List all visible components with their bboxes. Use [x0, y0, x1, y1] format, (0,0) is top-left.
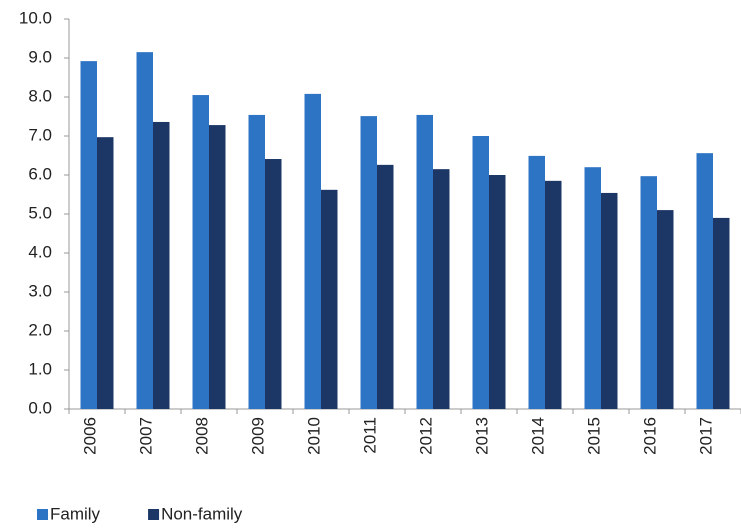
- bar: [360, 116, 377, 410]
- x-tick-label: 2006: [80, 417, 99, 455]
- x-tick-label: 2016: [640, 417, 659, 455]
- legend-swatch: [37, 509, 48, 520]
- y-tick-label: 1.0: [28, 359, 52, 378]
- y-tick-label: 10.0: [19, 8, 52, 27]
- bar: [248, 114, 265, 409]
- y-tick-label: 7.0: [28, 125, 52, 144]
- y-tick-label: 8.0: [28, 86, 52, 105]
- y-tick-label: 2.0: [28, 320, 52, 339]
- y-tick-label: 9.0: [28, 47, 52, 66]
- x-tick-label: 2014: [528, 417, 547, 455]
- bar: [472, 136, 489, 409]
- bar: [657, 210, 674, 409]
- x-tick-label: 2010: [304, 417, 323, 455]
- bar: [377, 164, 394, 409]
- x-tick-label: 2008: [192, 417, 211, 455]
- bar: [192, 95, 209, 410]
- bar: [433, 169, 450, 409]
- y-tick-label: 4.0: [28, 242, 52, 261]
- bar: [321, 189, 338, 409]
- x-tick-label: 2011: [360, 417, 379, 454]
- x-tick-label: 2013: [472, 417, 491, 455]
- x-tick-label: 2012: [416, 417, 435, 455]
- bar: [696, 153, 713, 409]
- bar: [584, 167, 601, 409]
- bar: [545, 180, 562, 409]
- bar: [416, 114, 433, 409]
- bar: [489, 175, 506, 409]
- y-tick-label: 6.0: [28, 164, 52, 183]
- y-tick-label: 3.0: [28, 281, 52, 300]
- bar: [136, 52, 153, 410]
- bar: [209, 125, 226, 409]
- legend-label: Family: [50, 504, 101, 523]
- y-tick-label: 5.0: [28, 203, 52, 222]
- x-tick-label: 2009: [248, 417, 267, 455]
- bar: [97, 137, 114, 410]
- y-tick-label: 0.0: [28, 398, 52, 417]
- bar: [640, 176, 657, 409]
- bar: [713, 217, 730, 409]
- bar: [265, 159, 282, 409]
- bar: [304, 93, 321, 409]
- bar: [601, 192, 618, 409]
- x-tick-label: 2017: [696, 417, 715, 455]
- x-tick-label: 2007: [136, 417, 155, 455]
- x-tick-label: 2015: [584, 417, 603, 455]
- bar: [80, 61, 97, 410]
- legend-swatch: [148, 509, 160, 520]
- legend-label: Non-family: [161, 504, 243, 523]
- bar: [528, 155, 545, 409]
- bar: [153, 121, 170, 410]
